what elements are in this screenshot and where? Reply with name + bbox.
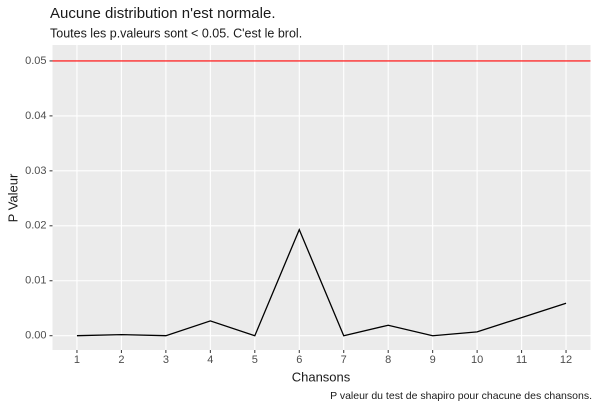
chart-subtitle: Toutes les p.valeurs sont < 0.05. C'est … bbox=[50, 26, 302, 40]
x-tick-label: 12 bbox=[560, 354, 572, 366]
y-tick-label: 0.01 bbox=[25, 275, 46, 287]
x-tick-label: 9 bbox=[430, 354, 436, 366]
x-tick-label: 6 bbox=[296, 354, 302, 366]
x-tick-label: 11 bbox=[516, 354, 527, 366]
caption: P valeur du test de shapiro pour chacune… bbox=[330, 390, 592, 402]
x-tick-label: 4 bbox=[207, 354, 213, 366]
panel bbox=[52, 45, 591, 350]
y-tick-label: 0.02 bbox=[25, 220, 46, 232]
line bbox=[76, 227, 567, 337]
x-tick-label: 1 bbox=[74, 354, 80, 366]
x-axis-label: Chansons bbox=[292, 369, 351, 384]
y-tick-label: 0.05 bbox=[25, 55, 46, 67]
x-tick-label: 10 bbox=[471, 354, 483, 366]
y-tick-label: 0.03 bbox=[25, 165, 46, 177]
chart-title: Aucune distribution n'est normale. bbox=[50, 5, 276, 22]
x-tick-label: 8 bbox=[385, 354, 391, 366]
y-axis-label: P Valeur bbox=[5, 173, 20, 222]
y-tick-label: 0.00 bbox=[25, 330, 46, 342]
x-tick-label: 2 bbox=[118, 354, 124, 366]
x-tick-label: 7 bbox=[341, 354, 347, 366]
x-tick-label: 5 bbox=[252, 354, 258, 366]
x-tick-label: 3 bbox=[163, 354, 169, 366]
y-tick-label: 0.04 bbox=[25, 110, 46, 122]
